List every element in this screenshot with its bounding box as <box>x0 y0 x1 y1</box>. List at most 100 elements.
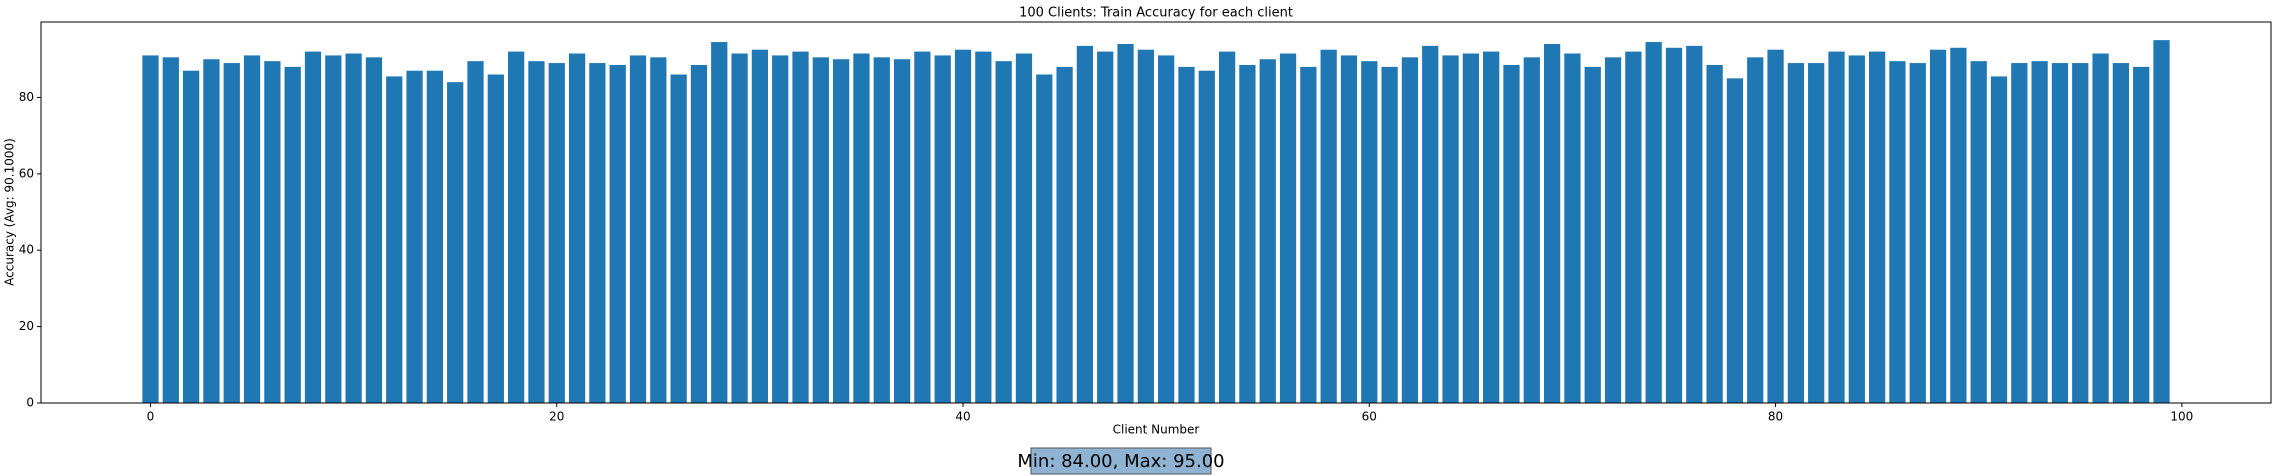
bar <box>1239 64 1256 404</box>
annotation: Min: 84.00, Max: 95.00 <box>1017 451 1224 472</box>
bar <box>853 53 870 403</box>
bar <box>1543 43 1561 404</box>
bar <box>1036 74 1053 403</box>
bar <box>406 70 423 403</box>
bar <box>1422 45 1439 403</box>
bar <box>2072 63 2089 403</box>
bar <box>833 59 850 403</box>
bar <box>914 51 931 404</box>
bar <box>1584 66 1601 403</box>
bar <box>1381 66 1398 403</box>
bar <box>426 70 444 403</box>
bar <box>386 76 403 403</box>
bar <box>345 53 362 403</box>
bar <box>1158 55 1175 403</box>
bar <box>1462 53 1479 403</box>
bar <box>1848 55 1865 403</box>
bar <box>223 63 240 403</box>
bar <box>1787 63 1804 403</box>
bar <box>264 61 281 403</box>
bar <box>1320 49 1337 403</box>
bar <box>690 64 708 404</box>
bar <box>1198 70 1215 403</box>
bar <box>1564 53 1581 403</box>
y-tick-label: 0 <box>26 396 34 410</box>
bar <box>1178 66 1195 403</box>
bar <box>1747 57 1764 404</box>
bar <box>1909 63 1926 403</box>
y-tick-label: 80 <box>19 90 34 104</box>
bar <box>1117 43 1134 404</box>
bar <box>1990 76 2008 403</box>
bar <box>2112 63 2130 403</box>
bar <box>772 55 789 403</box>
bar <box>1097 51 1114 404</box>
bar <box>629 55 647 403</box>
bar <box>670 74 687 403</box>
bar <box>2051 63 2069 403</box>
x-tick-label: 80 <box>1768 410 1783 424</box>
bar <box>995 61 1012 403</box>
bar <box>142 55 159 403</box>
bar <box>1523 57 1540 404</box>
bar <box>1929 49 1947 403</box>
bar <box>1828 51 1845 404</box>
bar <box>182 70 200 403</box>
bar <box>304 51 322 404</box>
bar <box>1868 51 1886 404</box>
bar <box>1483 51 1500 404</box>
bar <box>873 57 890 404</box>
bar <box>1340 55 1358 403</box>
bar <box>1015 53 1033 403</box>
bar <box>325 55 342 403</box>
x-tick-label: 100 <box>2170 410 2193 424</box>
bar <box>1401 57 1419 404</box>
bar <box>508 51 525 404</box>
bar <box>1665 47 1683 404</box>
bar <box>1259 59 1276 403</box>
x-tick-label: 60 <box>1362 410 1377 424</box>
bar <box>1137 49 1154 403</box>
x-axis-label: Client Number <box>1113 423 1200 437</box>
bar <box>1604 57 1622 404</box>
bar <box>447 82 464 403</box>
bar <box>1361 61 1378 403</box>
bar <box>284 66 301 403</box>
bar <box>1889 61 1906 403</box>
bar <box>1300 66 1317 403</box>
bar <box>568 53 586 403</box>
bar <box>954 49 972 403</box>
bar <box>1056 66 1073 403</box>
bar <box>365 57 383 404</box>
bar <box>1686 45 1703 403</box>
bar <box>2092 53 2109 403</box>
plot-frame <box>40 21 2272 404</box>
bar <box>162 57 179 404</box>
bar <box>1970 61 1987 403</box>
bar <box>528 61 545 403</box>
bar <box>1503 64 1520 404</box>
bar <box>731 53 748 403</box>
bar <box>1808 63 1825 403</box>
bar <box>893 59 911 403</box>
bar <box>2153 40 2170 404</box>
bar <box>1706 64 1723 404</box>
bar <box>975 51 992 404</box>
x-tick-label: 40 <box>955 410 970 424</box>
bar <box>487 74 504 403</box>
bar <box>1279 53 1297 403</box>
bar <box>548 63 565 403</box>
bar <box>243 55 261 403</box>
bar <box>589 63 606 403</box>
bar <box>1442 55 1459 403</box>
x-tick-label: 20 <box>549 410 564 424</box>
y-axis-label: Accuracy (Avg: 90.1000) <box>3 138 17 286</box>
bar <box>751 49 769 403</box>
bar <box>1218 51 1236 404</box>
bar <box>1950 47 1967 404</box>
bar <box>2031 61 2048 403</box>
bar <box>1625 51 1642 404</box>
bar <box>812 57 829 404</box>
annotation-box <box>1030 447 1212 475</box>
